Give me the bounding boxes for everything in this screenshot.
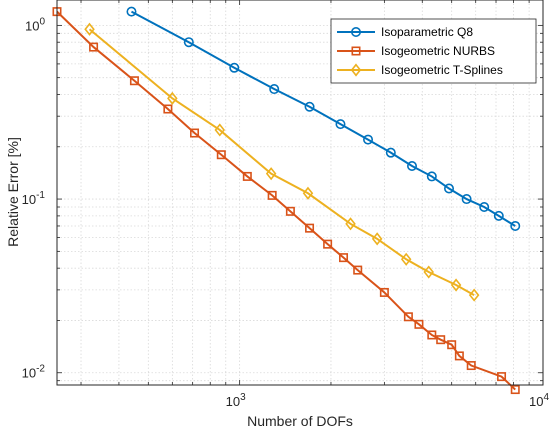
data-point xyxy=(242,171,252,181)
legend-marker xyxy=(350,26,361,37)
data-point xyxy=(84,22,95,36)
data-point xyxy=(285,206,295,216)
data-point xyxy=(129,76,139,86)
y-tick-label: 10-1 xyxy=(22,190,46,207)
data-point xyxy=(454,351,464,361)
data-point xyxy=(345,217,356,231)
data-point xyxy=(214,123,226,137)
series-3 xyxy=(84,22,480,302)
data-point xyxy=(267,190,277,200)
data-point xyxy=(461,194,472,205)
data-point xyxy=(444,183,455,194)
data-point xyxy=(427,330,437,340)
data-point xyxy=(447,340,457,350)
data-point xyxy=(510,385,520,395)
data-point xyxy=(468,288,480,302)
data-point xyxy=(423,265,434,279)
y-tick-label: 100 xyxy=(25,16,45,33)
data-point xyxy=(510,220,521,231)
data-point xyxy=(400,252,412,266)
data-point xyxy=(363,134,374,145)
x-tick-label: 103 xyxy=(226,392,246,409)
y-axis-title: Relative Error [%] xyxy=(5,137,21,247)
series-2 xyxy=(52,7,520,395)
plot-frame xyxy=(56,0,544,386)
data-point xyxy=(403,312,413,322)
ticks xyxy=(57,0,543,385)
data-point xyxy=(371,232,383,246)
data-point xyxy=(305,223,315,233)
data-point xyxy=(385,147,396,158)
data-point xyxy=(163,104,173,114)
legend-label: Isoparametric Q8 xyxy=(381,25,473,39)
data-point xyxy=(167,91,178,105)
data-point xyxy=(190,128,200,138)
legend-entry: Isogeometric T-Splines xyxy=(337,63,503,77)
legend: Isoparametric Q8 Isogeometric NURBS Isogeo… xyxy=(330,18,537,84)
y-tick-label: 10-2 xyxy=(22,364,46,381)
data-point xyxy=(414,319,424,329)
series-line xyxy=(131,10,516,227)
data-point xyxy=(407,161,418,172)
legend-marker xyxy=(350,63,362,77)
data-point xyxy=(229,62,240,73)
data-point xyxy=(466,361,476,371)
data-point xyxy=(302,186,314,200)
data-point xyxy=(304,101,315,112)
data-point xyxy=(436,335,446,345)
series-1 xyxy=(126,6,521,231)
data-point xyxy=(89,42,99,52)
data-point xyxy=(335,119,346,130)
data-point xyxy=(269,84,280,95)
data-point xyxy=(426,171,437,182)
data-point xyxy=(216,150,226,160)
data-point xyxy=(183,37,194,48)
x-axis-title: Number of DOFs xyxy=(247,413,353,429)
legend-entry: Isogeometric NURBS xyxy=(337,44,495,58)
legend-marker xyxy=(351,46,361,56)
legend-entry: Isoparametric Q8 xyxy=(337,25,473,39)
data-point xyxy=(450,278,462,292)
data-point xyxy=(353,265,363,275)
x-tick-label: 104 xyxy=(529,392,549,409)
data-point xyxy=(379,287,389,297)
series-layer xyxy=(52,6,521,395)
data-point xyxy=(339,253,349,263)
data-point xyxy=(497,372,507,382)
legend-label: Isogeometric NURBS xyxy=(381,44,495,58)
data-point xyxy=(323,239,333,249)
tick-labels: 103 104 100 10-1 10-2 xyxy=(22,16,550,409)
legend-label: Isogeometric T-Splines xyxy=(381,63,503,77)
series-line xyxy=(88,28,475,296)
data-point xyxy=(265,167,277,181)
data-point xyxy=(126,6,137,17)
data-point xyxy=(493,210,504,221)
data-point xyxy=(479,202,490,213)
